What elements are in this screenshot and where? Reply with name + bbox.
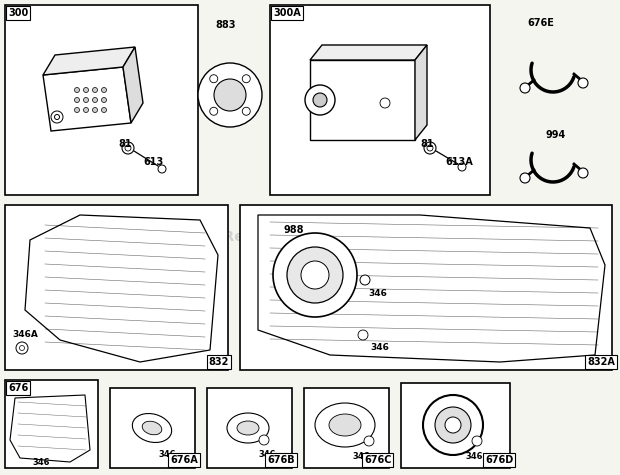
Text: 346: 346 <box>158 450 175 459</box>
Text: 676D: 676D <box>485 455 513 465</box>
Circle shape <box>360 275 370 285</box>
Ellipse shape <box>132 414 172 443</box>
Circle shape <box>358 330 368 340</box>
Circle shape <box>424 142 436 154</box>
Bar <box>110 388 195 468</box>
Bar <box>401 383 510 468</box>
Text: 613: 613 <box>143 157 163 167</box>
Circle shape <box>16 342 28 354</box>
Circle shape <box>520 83 530 93</box>
Circle shape <box>242 75 250 83</box>
Polygon shape <box>43 47 135 75</box>
Circle shape <box>259 435 269 445</box>
Polygon shape <box>25 215 218 362</box>
Text: 883: 883 <box>215 20 236 30</box>
Text: 988: 988 <box>283 225 304 235</box>
Text: 346: 346 <box>370 343 389 352</box>
Circle shape <box>273 233 357 317</box>
Circle shape <box>210 75 218 83</box>
Circle shape <box>74 97 79 103</box>
Text: 81: 81 <box>118 139 131 149</box>
Text: 832A: 832A <box>587 357 615 367</box>
Bar <box>304 388 389 468</box>
Circle shape <box>364 436 374 446</box>
Ellipse shape <box>329 414 361 436</box>
Polygon shape <box>10 395 90 462</box>
Polygon shape <box>123 47 143 123</box>
Bar <box>5 205 228 370</box>
Text: 81: 81 <box>420 139 433 149</box>
Ellipse shape <box>315 403 375 447</box>
Circle shape <box>305 85 335 115</box>
Text: 346A: 346A <box>12 330 38 339</box>
Text: 676: 676 <box>8 383 29 393</box>
Circle shape <box>102 107 107 113</box>
Circle shape <box>458 163 466 171</box>
Text: 346: 346 <box>32 458 50 467</box>
Circle shape <box>102 97 107 103</box>
Bar <box>270 5 490 195</box>
Circle shape <box>472 436 482 446</box>
Circle shape <box>242 107 250 115</box>
Circle shape <box>445 417 461 433</box>
Text: 676E: 676E <box>527 18 554 28</box>
Circle shape <box>55 114 60 120</box>
Circle shape <box>427 145 433 151</box>
Circle shape <box>92 87 97 93</box>
Circle shape <box>84 107 89 113</box>
Text: 676A: 676A <box>170 455 198 465</box>
Circle shape <box>380 98 390 108</box>
Bar <box>5 380 98 468</box>
Text: 346: 346 <box>368 289 387 298</box>
Ellipse shape <box>227 413 269 443</box>
Circle shape <box>214 79 246 111</box>
Circle shape <box>74 107 79 113</box>
Circle shape <box>122 142 134 154</box>
Circle shape <box>92 107 97 113</box>
Circle shape <box>51 111 63 123</box>
Circle shape <box>435 407 471 443</box>
Ellipse shape <box>237 421 259 435</box>
Text: 300A: 300A <box>273 8 301 18</box>
Polygon shape <box>310 60 415 140</box>
Text: 994: 994 <box>545 130 565 140</box>
Polygon shape <box>258 215 605 362</box>
Circle shape <box>84 87 89 93</box>
Circle shape <box>210 107 218 115</box>
Bar <box>5 5 198 195</box>
Text: 346: 346 <box>465 452 482 461</box>
Circle shape <box>19 345 25 351</box>
Text: 676C: 676C <box>364 455 391 465</box>
Circle shape <box>578 168 588 178</box>
Text: 300: 300 <box>8 8 29 18</box>
Circle shape <box>578 78 588 88</box>
Bar <box>207 388 292 468</box>
Text: 832: 832 <box>208 357 229 367</box>
Ellipse shape <box>142 421 162 435</box>
Circle shape <box>84 97 89 103</box>
Circle shape <box>287 247 343 303</box>
Polygon shape <box>43 67 131 131</box>
Circle shape <box>158 165 166 173</box>
Text: 346: 346 <box>352 452 370 461</box>
Bar <box>240 205 612 370</box>
Text: 676B: 676B <box>267 455 294 465</box>
Circle shape <box>520 173 530 183</box>
Text: eReplacementParts.com: eReplacementParts.com <box>215 230 405 245</box>
Circle shape <box>301 261 329 289</box>
Polygon shape <box>415 45 427 140</box>
Text: 613A: 613A <box>445 157 472 167</box>
Circle shape <box>198 63 262 127</box>
Circle shape <box>313 93 327 107</box>
Circle shape <box>102 87 107 93</box>
Polygon shape <box>310 45 427 60</box>
Circle shape <box>92 97 97 103</box>
Circle shape <box>74 87 79 93</box>
Circle shape <box>423 395 483 455</box>
Circle shape <box>125 145 131 151</box>
Text: 346: 346 <box>258 450 275 459</box>
